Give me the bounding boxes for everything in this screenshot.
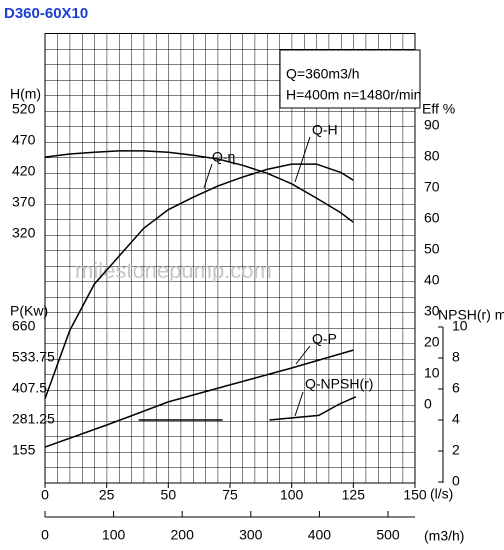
- x2-tick-label: 400: [308, 527, 332, 543]
- y-tick-label: 8: [452, 349, 460, 365]
- curve-label: Q-NPSH(r): [305, 376, 373, 392]
- y-tick-label: 30: [424, 303, 440, 319]
- y-tick-label: 320: [12, 225, 36, 241]
- y-tick-label: 281.25: [12, 411, 55, 427]
- axis-title: NPSH(r) m: [438, 307, 504, 323]
- curve-label: Q-H: [312, 122, 338, 138]
- y-tick-label: 60: [424, 210, 440, 226]
- x2-axis-title: (m3/h): [424, 528, 464, 544]
- curve: [44, 150, 354, 223]
- y-tick-label: 155: [12, 442, 36, 458]
- x2-tick-label: 200: [171, 527, 195, 543]
- y-tick-label: 520: [12, 101, 36, 117]
- y-tick-label: 470: [12, 132, 36, 148]
- y-tick-label: 20: [424, 334, 440, 350]
- y-tick-label: 407.5: [12, 380, 47, 396]
- x-tick-label: 0: [41, 487, 49, 503]
- leader-line: [294, 391, 304, 417]
- y-tick-label: 420: [12, 163, 36, 179]
- curve: [138, 396, 357, 421]
- y-tick-label: 0: [424, 396, 432, 412]
- info-text: Q=360m3/h: [286, 66, 360, 82]
- x2-tick-label: 300: [239, 527, 263, 543]
- x-tick-label: 150: [403, 487, 427, 503]
- info-box: [279, 49, 421, 109]
- curve: [44, 349, 354, 448]
- y-tick-label: 0: [452, 473, 460, 489]
- y-tick-label: 370: [12, 194, 36, 210]
- y-tick-label: 533.75: [12, 349, 55, 365]
- y-tick-label: 50: [424, 241, 440, 257]
- leader-line: [203, 163, 213, 189]
- x2-tick-label: 500: [376, 527, 400, 543]
- axis-title: H(m): [10, 86, 41, 102]
- x-tick-label: 25: [99, 487, 115, 503]
- y-tick-label: 10: [424, 365, 440, 381]
- y-tick-label: 2: [452, 442, 460, 458]
- curve-label: Q-P: [312, 331, 337, 347]
- y-tick-label: 90: [424, 117, 440, 133]
- info-text: H=400m n=1480r/min: [286, 87, 421, 103]
- y-tick-label: 80: [424, 148, 440, 164]
- watermark: milestonepump.com: [75, 258, 272, 283]
- y-tick-label: 40: [424, 272, 440, 288]
- x-tick-label: 75: [222, 487, 238, 503]
- y-tick-label: 6: [452, 380, 460, 396]
- axis-title: P(Kw): [10, 303, 48, 319]
- x-axis-title: (l/s): [430, 486, 453, 502]
- curve: [44, 163, 354, 400]
- y-tick-label: 660: [12, 318, 36, 334]
- y-tick-label: 70: [424, 179, 440, 195]
- axis-title: Eff %: [422, 101, 455, 117]
- x2-tick-label: 0: [41, 527, 49, 543]
- x2-tick-label: 100: [102, 527, 126, 543]
- y-tick-label: 4: [452, 411, 460, 427]
- x-tick-label: 100: [280, 487, 304, 503]
- left-axis-bg: [0, 100, 44, 470]
- x-tick-label: 50: [161, 487, 177, 503]
- chart-title: D360-60X10: [4, 5, 88, 22]
- leader-line: [295, 345, 311, 365]
- y-tick-label: 10: [452, 318, 468, 334]
- leader-line: [294, 136, 311, 183]
- curve-label: Q-η: [212, 149, 235, 165]
- x-tick-label: 125: [342, 487, 366, 503]
